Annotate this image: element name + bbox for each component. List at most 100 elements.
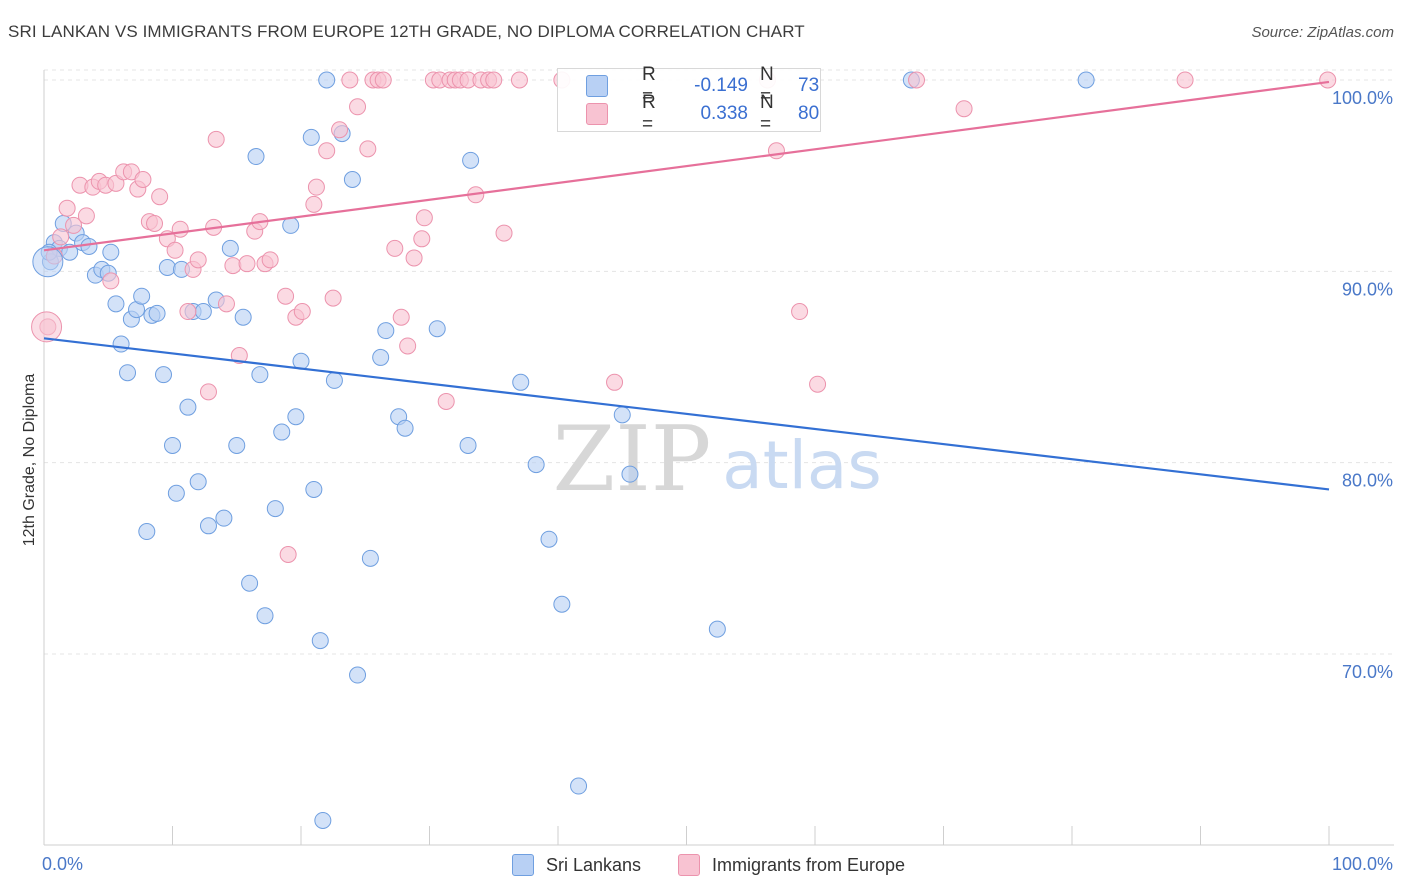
point-sri-lankans (349, 666, 367, 684)
point-sri-lankans (462, 151, 480, 169)
point-immigrants-europe (908, 71, 926, 89)
bottom-legend-swatch-blue (512, 854, 534, 876)
point-immigrants-europe (399, 337, 417, 355)
point-immigrants-europe (217, 295, 235, 313)
point-immigrants-europe (791, 303, 809, 321)
legend-swatch-blue (586, 75, 608, 97)
trend-line-sri-lankans (43, 337, 1330, 491)
watermark-zip: ZIP (553, 407, 712, 512)
legend-n-value: 80 (798, 103, 820, 124)
point-immigrants-europe (52, 228, 70, 246)
point-sri-lankans (189, 473, 207, 491)
tick-labels: 70.0% 80.0% 90.0% 100.0% 0.0% 100.0% (42, 88, 1393, 874)
point-sri-lankans (325, 371, 343, 389)
point-sri-lankans (428, 320, 446, 338)
point-immigrants-europe (374, 71, 392, 89)
legend-r-value: -0.149 (694, 75, 748, 96)
point-sri-lankans (527, 456, 545, 474)
point-immigrants-europe (65, 216, 83, 234)
point-immigrants-europe (189, 251, 207, 269)
y-axis-label: 12th Grade, No Diploma (21, 373, 38, 547)
point-immigrants-europe (413, 230, 431, 248)
watermark: ZIP atlas (553, 407, 882, 512)
point-sri-lankans (241, 574, 259, 592)
point-immigrants-europe (510, 71, 528, 89)
point-immigrants-europe (437, 392, 455, 410)
x-tick-label: 0.0% (42, 854, 83, 874)
point-sri-lankans (377, 322, 395, 340)
point-sri-lankans (305, 480, 323, 498)
bottom-legend-sri-lankans: Sri Lankans (512, 852, 641, 878)
point-sri-lankans (372, 348, 390, 366)
point-sri-lankans (256, 607, 274, 625)
point-sri-lankans (621, 465, 639, 483)
legend-r-value: 0.338 (700, 103, 748, 124)
point-immigrants-europe (230, 347, 248, 365)
legend-r-label: R = (642, 64, 656, 107)
point-sri-lankans (234, 308, 252, 326)
point-immigrants-europe (307, 178, 325, 196)
source-label: Source: ZipAtlas.com (1251, 24, 1394, 41)
point-immigrants-europe (279, 546, 297, 564)
point-sri-lankans (80, 237, 98, 255)
point-immigrants-europe (495, 224, 513, 242)
point-immigrants-europe (77, 207, 95, 225)
point-sri-lankans (613, 406, 631, 424)
point-sri-lankans (540, 530, 558, 548)
chart-title: SRI LANKAN VS IMMIGRANTS FROM EUROPE 12T… (8, 22, 805, 41)
point-immigrants-europe (179, 303, 197, 321)
point-immigrants-europe (392, 308, 410, 326)
point-immigrants-europe (331, 121, 349, 139)
point-sri-lankans (361, 549, 379, 567)
point-sri-lankans (112, 335, 130, 353)
point-immigrants-europe (151, 188, 169, 206)
point-sri-lankans (302, 128, 320, 146)
point-sri-lankans (282, 216, 300, 234)
point-immigrants-europe (606, 373, 624, 391)
point-immigrants-europe (207, 130, 225, 148)
point-immigrants-europe (415, 209, 433, 227)
point-sri-lankans (228, 436, 246, 454)
point-immigrants-europe (293, 303, 311, 321)
axes (43, 70, 1394, 846)
point-sri-lankans (459, 436, 477, 454)
bottom-legend-label-immigrants-europe: Immigrants from Europe (712, 854, 906, 875)
point-sri-lankans (119, 364, 137, 382)
point-sri-lankans-cluster (32, 246, 64, 278)
point-sri-lankans (318, 71, 336, 89)
point-sri-lankans (179, 398, 197, 416)
y-tick-label: 90.0% (1342, 279, 1393, 299)
y-tick-label: 80.0% (1342, 471, 1393, 491)
point-sri-lankans (247, 148, 265, 166)
legend-r-label: R = (642, 92, 656, 135)
point-sri-lankans (158, 259, 176, 277)
point-sri-lankans (155, 366, 173, 384)
point-sri-lankans (287, 408, 305, 426)
point-sri-lankans (148, 304, 166, 322)
point-sri-lankans (314, 811, 332, 829)
legend-swatch-pink (586, 103, 608, 125)
legend-n-label: N = (760, 92, 774, 135)
point-sri-lankans (512, 373, 530, 391)
point-sri-lankans (164, 436, 181, 454)
y-tick-label: 70.0% (1342, 662, 1393, 682)
point-immigrants-europe-cluster (31, 311, 63, 343)
point-immigrants-europe (485, 71, 503, 89)
point-immigrants-europe (238, 255, 256, 273)
point-immigrants-europe (171, 220, 189, 238)
point-immigrants-europe (341, 71, 359, 89)
point-immigrants-europe (767, 142, 785, 160)
x-tick-label: 100.0% (1332, 854, 1393, 874)
point-sri-lankans (553, 595, 571, 613)
point-immigrants-europe (305, 195, 323, 213)
point-sri-lankans (199, 517, 217, 535)
point-sri-lankans (167, 484, 185, 502)
point-immigrants-europe (224, 257, 242, 275)
stats-legend: R = -0.149 N = 73 R = 0.338 N = 80 (557, 64, 821, 135)
point-immigrants-europe (349, 98, 367, 116)
point-sri-lankans (396, 419, 414, 437)
point-sri-lankans (194, 303, 212, 321)
point-sri-lankans (311, 632, 329, 650)
point-immigrants-europe (199, 383, 217, 401)
